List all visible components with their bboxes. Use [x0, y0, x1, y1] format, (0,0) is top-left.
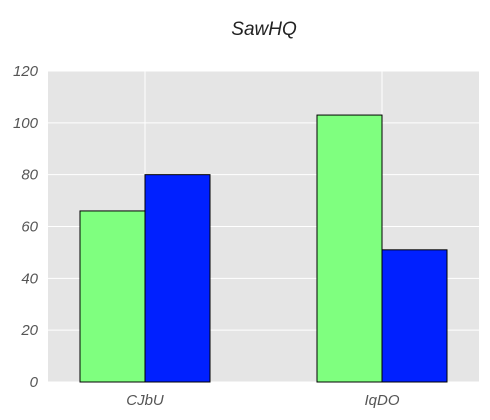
bars: [79, 114, 448, 383]
y-tick-label: 80: [21, 167, 38, 184]
bar-iqdo-series-2: [381, 249, 448, 383]
y-tick-label: 40: [21, 270, 38, 287]
x-axis-ticks: CJbU IqDO: [126, 392, 400, 409]
bar-cjbu-series-1: [79, 210, 146, 383]
y-tick-label: 0: [30, 374, 39, 391]
y-tick-label: 120: [13, 63, 39, 80]
y-tick-label: 60: [21, 219, 38, 236]
chart-title: SawHQ: [231, 19, 297, 40]
x-tick-label: IqDO: [364, 392, 399, 409]
x-tick-label: CJbU: [126, 392, 164, 409]
y-tick-label: 20: [20, 322, 38, 339]
bar-cjbu-series-2: [144, 174, 211, 383]
bar-iqdo-series-1: [316, 114, 383, 383]
y-axis-ticks: 0 20 40 60 80 100 120: [13, 63, 39, 391]
y-tick-label: 100: [13, 115, 39, 132]
